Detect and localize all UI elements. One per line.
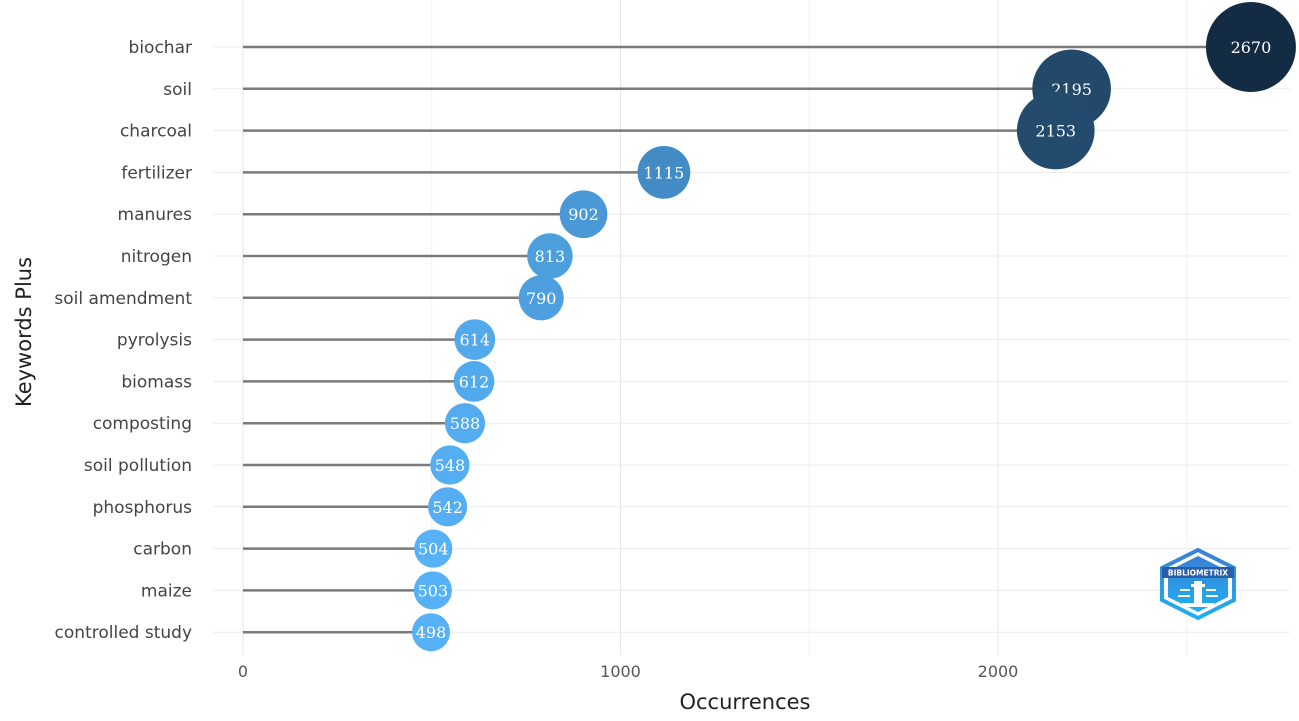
data-label: 612 (459, 372, 490, 391)
data-point-bubble (637, 146, 691, 199)
data-point-bubble (428, 487, 468, 527)
y-tick-label: manures (118, 205, 193, 225)
lollipop-bubbles: 2670219521531115902813790614612588548542… (411, 2, 1296, 652)
data-point-bubble (1016, 91, 1095, 170)
data-label: 614 (460, 331, 491, 350)
data-point-bubble (413, 571, 452, 610)
x-tick-label: 2000 (978, 662, 1019, 681)
y-tick-label: pyrolysis (117, 331, 192, 351)
data-label: 588 (450, 414, 481, 433)
x-tick-labels: 0 1000 2000 (238, 662, 1018, 681)
data-label: 503 (418, 581, 449, 600)
data-label: 790 (526, 289, 557, 308)
y-tick-label: soil pollution (84, 456, 192, 476)
y-axis-title: Keywords Plus (12, 257, 36, 407)
data-label: 813 (535, 247, 566, 266)
y-tick-label: soil amendment (54, 289, 192, 309)
data-label: 542 (432, 498, 463, 517)
y-tick-labels: biochar soil charcoal fertilizer manures nitr… (54, 38, 192, 643)
y-tick-label: nitrogen (121, 247, 192, 267)
lollipop-stems (243, 45, 1251, 634)
data-point-bubble (453, 361, 495, 402)
y-tick-label: charcoal (120, 122, 192, 142)
data-point-bubble (414, 529, 453, 568)
data-point-bubble (430, 445, 470, 485)
data-label: 1115 (644, 163, 685, 182)
logo-text: BIBLIOMETRIX (1168, 569, 1228, 578)
grid-lines (213, 0, 1290, 655)
data-point-bubble (454, 319, 496, 360)
y-tick-label: biochar (129, 38, 192, 58)
y-tick-label: controlled study (55, 623, 192, 643)
data-label: 504 (418, 540, 449, 559)
y-tick-label: phosphorus (93, 498, 193, 518)
x-tick-label: 0 (238, 662, 248, 681)
y-tick-label: fertilizer (121, 163, 192, 183)
y-tick-label: maize (141, 581, 192, 601)
data-point-bubble (411, 613, 450, 652)
y-tick-label: composting (93, 414, 192, 434)
data-label: 498 (416, 623, 447, 642)
data-point-bubble (559, 190, 608, 239)
data-label: 2153 (1035, 122, 1076, 141)
data-point-bubble (518, 275, 564, 321)
y-tick-label: biomass (121, 372, 192, 392)
data-label: 2670 (1231, 38, 1272, 57)
y-tick-label: soil (163, 80, 192, 100)
data-label: 902 (568, 205, 599, 224)
x-axis-title: Occurrences (679, 690, 810, 714)
y-tick-label: carbon (133, 540, 192, 560)
data-point-bubble (527, 233, 573, 279)
data-point-bubble (1205, 2, 1296, 92)
x-tick-label: 1000 (600, 662, 641, 681)
bibliometrix-logo-icon: BIBLIOMETRIX (1158, 547, 1238, 621)
data-point-bubble (444, 403, 486, 444)
data-label: 548 (435, 456, 466, 475)
